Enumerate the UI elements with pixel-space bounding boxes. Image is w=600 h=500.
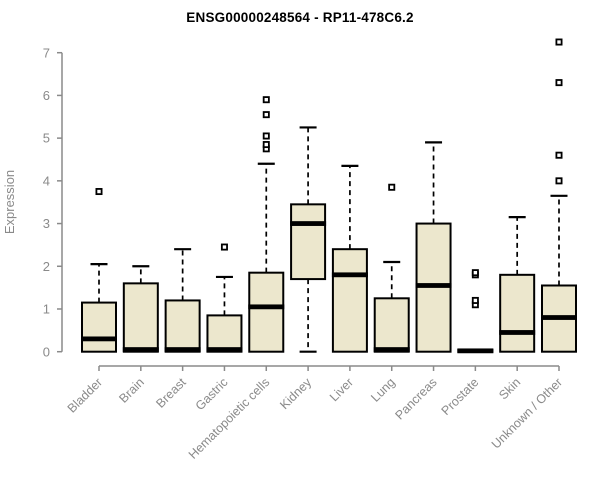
y-tick-label: 2 [43, 259, 50, 274]
boxplot-lung [373, 183, 410, 353]
boxplot-bladder [81, 188, 117, 353]
median-line [499, 330, 536, 335]
boxplot-unknown-other [540, 38, 577, 353]
x-tick-label: Liver [327, 375, 356, 404]
box [81, 301, 117, 353]
y-tick-label: 5 [43, 131, 50, 146]
y-tick-label: 3 [43, 216, 50, 231]
outlier-point [555, 151, 563, 159]
median-line [415, 283, 452, 288]
box [248, 271, 285, 353]
boxplot-kidney [290, 126, 327, 353]
y-tick-label: 7 [43, 45, 50, 60]
median-line [457, 348, 494, 354]
y-axis-title: Expression [2, 170, 17, 234]
outlier-point [555, 177, 563, 185]
x-tick-label: Gastric [193, 375, 231, 413]
outlier-point [388, 183, 396, 191]
outlier-point [262, 141, 270, 149]
x-tick-label: Brain [116, 375, 147, 406]
x-tick-label: Lung [368, 375, 398, 405]
outlier-point [471, 296, 479, 304]
x-tick-label: Unknown / Other [489, 375, 565, 451]
box [373, 297, 410, 353]
outlier-point [555, 38, 563, 46]
y-tick-label: 1 [43, 302, 50, 317]
median-line [206, 347, 243, 352]
boxplot-gastric [206, 243, 243, 353]
boxplot-brain [122, 265, 159, 353]
box [499, 273, 536, 353]
median-line [248, 304, 285, 310]
y-tick-label: 4 [43, 173, 50, 188]
median-line [81, 336, 117, 342]
boxplot-skin [499, 216, 536, 353]
median-line [290, 221, 327, 226]
outlier-point [262, 111, 270, 119]
x-tick-label: Prostate [439, 375, 482, 418]
median-line [540, 315, 577, 320]
x-tick-label: Pancreas [392, 375, 439, 422]
median-line [164, 347, 201, 352]
x-tick-label: Hematopoietic cells [186, 375, 273, 462]
x-tick-label: Kidney [277, 375, 314, 412]
outlier-point [262, 96, 270, 104]
box [206, 314, 243, 353]
boxplot-liver [331, 164, 368, 353]
box [290, 203, 327, 281]
median-line [331, 272, 368, 278]
median-line [373, 347, 410, 352]
x-tick-label: Skin [496, 375, 523, 402]
y-axis: 0 1 2 3 4 5 6 7 Expression [2, 45, 63, 359]
boxplot-hematopoietic-cells [248, 96, 285, 353]
y-tick-label: 0 [43, 344, 50, 359]
box [164, 299, 201, 353]
box [331, 248, 368, 353]
x-tick-label: Breast [153, 375, 189, 411]
box [122, 282, 159, 353]
boxplot-breast [164, 248, 201, 353]
chart-title: ENSG00000248564 - RP11-478C6.2 [186, 10, 414, 25]
outlier-point [262, 132, 270, 140]
boxplot-prostate [457, 269, 494, 354]
outlier-point [95, 188, 103, 196]
median-line [122, 347, 159, 352]
y-tick-label: 6 [43, 88, 50, 103]
boxplot-pancreas [415, 141, 452, 353]
outlier-point [220, 243, 228, 251]
outlier-point [555, 79, 563, 87]
x-tick-label: Bladder [65, 375, 105, 415]
outlier-point [471, 269, 479, 277]
